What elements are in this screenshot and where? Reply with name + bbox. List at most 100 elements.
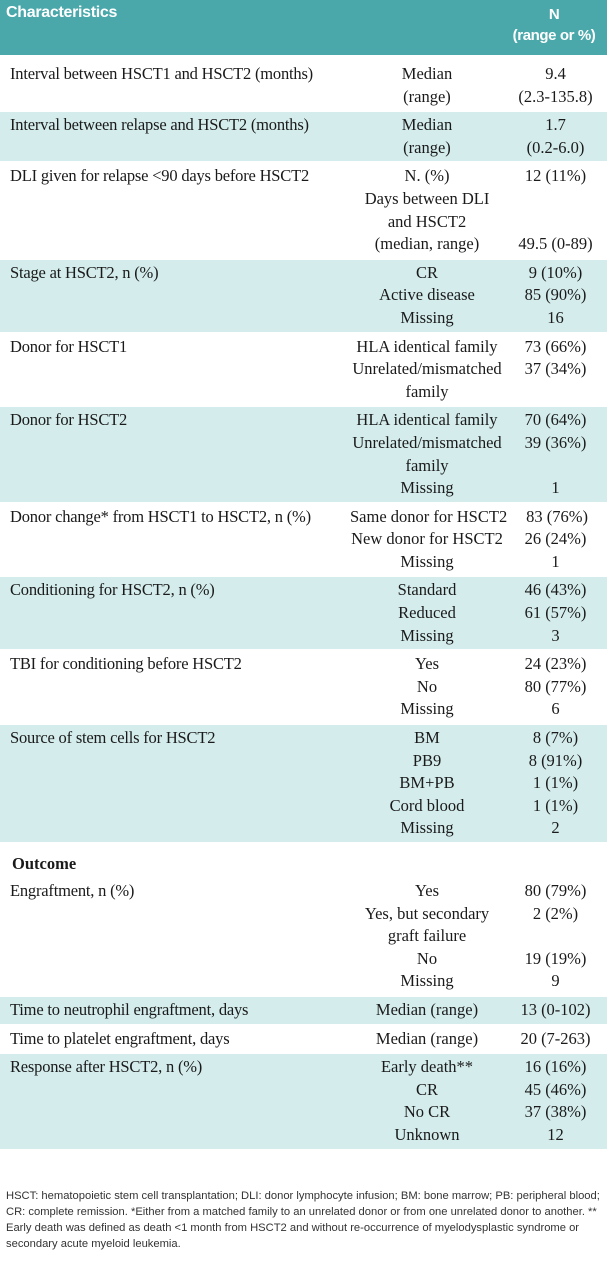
row-items: Median (range) 1.7 (0.2-6.0) — [350, 114, 607, 159]
characteristic: Donor change* from HSCT1 to HSCT2, n (%) — [10, 506, 311, 526]
item-value: 85 (90%) — [504, 284, 607, 307]
characteristic: Response after HSCT2, n (%) — [10, 1057, 203, 1077]
label-line: Yes — [414, 654, 439, 674]
item-value: 61 (57%) — [504, 602, 607, 625]
characteristic: DLI given for relapse <90 days before HS… — [10, 166, 309, 186]
label-line: Unrelated/mismatched — [352, 432, 502, 452]
item-label: CR — [350, 262, 504, 285]
item-label: No CR — [350, 1101, 504, 1124]
label-line: Yes, but secondary — [364, 903, 490, 923]
item: Median (range) 20 (7-263) — [350, 1028, 607, 1051]
item-label: BM+PB — [350, 772, 504, 795]
item: Median (range) 1.7 (0.2-6.0) — [350, 114, 607, 159]
item-label: New donor for HSCT2 — [350, 528, 504, 551]
item-value: 1 (1%) — [504, 772, 607, 795]
table-row: TBI for conditioning before HSCT2 Yes 24 (… — [0, 651, 607, 723]
value-line: 9 (10%) — [528, 262, 583, 282]
label-line: graft failure — [387, 926, 467, 946]
item-value: 49.5 (0-89) — [504, 188, 607, 256]
label-line: Missing — [400, 551, 454, 571]
item-value: 6 — [504, 698, 607, 721]
characteristic: TBI for conditioning before HSCT2 — [10, 654, 242, 674]
item: Unrelated/mismatched family 37 (34%) — [350, 358, 607, 403]
item: Reduced 61 (57%) — [350, 602, 607, 625]
item-label: PB9 — [350, 750, 504, 773]
item: Yes, but secondary graft failure 2 (2%) — [350, 903, 607, 948]
item-label: Missing — [350, 551, 504, 574]
label-line: family — [405, 381, 449, 401]
item-value: 20 (7-263) — [504, 1028, 607, 1051]
characteristic: Source of stem cells for HSCT2 — [10, 728, 216, 748]
item-value: 83 (76%) — [507, 506, 607, 529]
characteristic: Stage at HSCT2, n (%) — [10, 262, 159, 282]
item: No 80 (77%) — [350, 676, 607, 699]
label-line: Median (range) — [375, 999, 479, 1019]
table-row: Interval between HSCT1 and HSCT2 (months… — [0, 61, 607, 110]
item-label: Reduced — [350, 602, 504, 625]
item: Unknown 12 — [350, 1124, 607, 1147]
label-line: Early death** — [380, 1057, 474, 1077]
table-row: Engraftment, n (%) Yes 80 (79%) Yes, but se… — [0, 878, 607, 995]
header-n-line: N — [548, 6, 560, 23]
item: No CR 37 (38%) — [350, 1101, 607, 1124]
item-value: 19 (19%) — [504, 948, 607, 971]
item: HLA identical family 70 (64%) — [350, 409, 607, 432]
row-items: HLA identical family 70 (64%) Unrelated/mi… — [350, 409, 607, 499]
table-body: Interval between HSCT1 and HSCT2 (months… — [0, 55, 607, 1149]
item-label: Missing — [350, 625, 504, 648]
item-value: 8 (7%) — [504, 727, 607, 750]
item-label: Yes, but secondary graft failure — [350, 903, 504, 948]
label-line: Cord blood — [389, 795, 465, 815]
row-items: Median (range) 9.4 (2.3-135.8) — [350, 63, 607, 108]
characteristic: Donor for HSCT2 — [10, 410, 128, 430]
value-line: 85 (90%) — [524, 285, 587, 305]
value-line: 80 (79%) — [524, 881, 587, 900]
label-line: Unknown — [394, 1124, 460, 1144]
item: CR 9 (10%) — [350, 262, 607, 285]
table-row: Interval between relapse and HSCT2 (mont… — [0, 112, 607, 162]
item: Standard 46 (43%) — [350, 579, 607, 602]
label-line: HLA identical family — [356, 410, 498, 430]
characteristic: Engraftment, n (%) — [10, 881, 135, 900]
value-line: 24 (23%) — [524, 654, 587, 674]
label-line: (median, range) — [374, 234, 480, 254]
value-line: 2 — [551, 818, 560, 838]
label-line: Same donor for HSCT2 — [350, 506, 508, 526]
item-label: Median (range) — [350, 1028, 504, 1051]
item-value: 16 (16%) — [504, 1056, 607, 1079]
label-line: HLA identical family — [356, 336, 498, 356]
label-line: No CR — [403, 1102, 451, 1122]
section-title: Outcome — [12, 854, 77, 873]
row-items: Same donor for HSCT2 83 (76%) New donor fo… — [350, 506, 607, 574]
item-value: 46 (43%) — [504, 579, 607, 602]
item: No 19 (19%) — [350, 948, 607, 971]
label-line: Missing — [400, 307, 454, 327]
label-line: Yes — [414, 881, 439, 900]
row-items: BM 8 (7%) PB9 8 (91%) BM+PB 1 (1%) Cord blood 1… — [350, 727, 607, 840]
characteristic: Time to platelet engraftment, days — [10, 1028, 230, 1048]
item-value: 9.4 (2.3-135.8) — [504, 63, 607, 108]
label-line: Missing — [400, 478, 454, 498]
header-n: N (range or %) — [501, 0, 607, 55]
item-value: 16 — [504, 307, 607, 330]
value-line: 26 (24%) — [524, 529, 587, 549]
value-line: 9 — [551, 971, 560, 991]
item: BM 8 (7%) — [350, 727, 607, 750]
value-line: 83 (76%) — [526, 506, 589, 526]
item-value: 24 (23%) — [504, 653, 607, 676]
item-value: 73 (66%) — [504, 336, 607, 359]
item-value: 3 — [504, 625, 607, 648]
row-items: CR 9 (10%) Active disease 85 (90%) Missing 16 — [350, 262, 607, 330]
item-label: Unrelated/mismatched family — [350, 358, 504, 403]
value-line: 1 — [551, 551, 560, 571]
item-label: Standard — [350, 579, 504, 602]
header-characteristics: Characteristics — [6, 4, 118, 21]
table-row: Conditioning for HSCT2, n (%) Standard 46 … — [0, 577, 607, 650]
label-line: PB9 — [412, 750, 442, 770]
value-line: 61 (57%) — [524, 603, 587, 623]
item: Missing 16 — [350, 307, 607, 330]
item-label: Median (range) — [350, 999, 504, 1022]
value-line: 73 (66%) — [524, 336, 587, 356]
item: PB9 8 (91%) — [350, 750, 607, 773]
value-line: 8 (7%) — [532, 728, 579, 748]
